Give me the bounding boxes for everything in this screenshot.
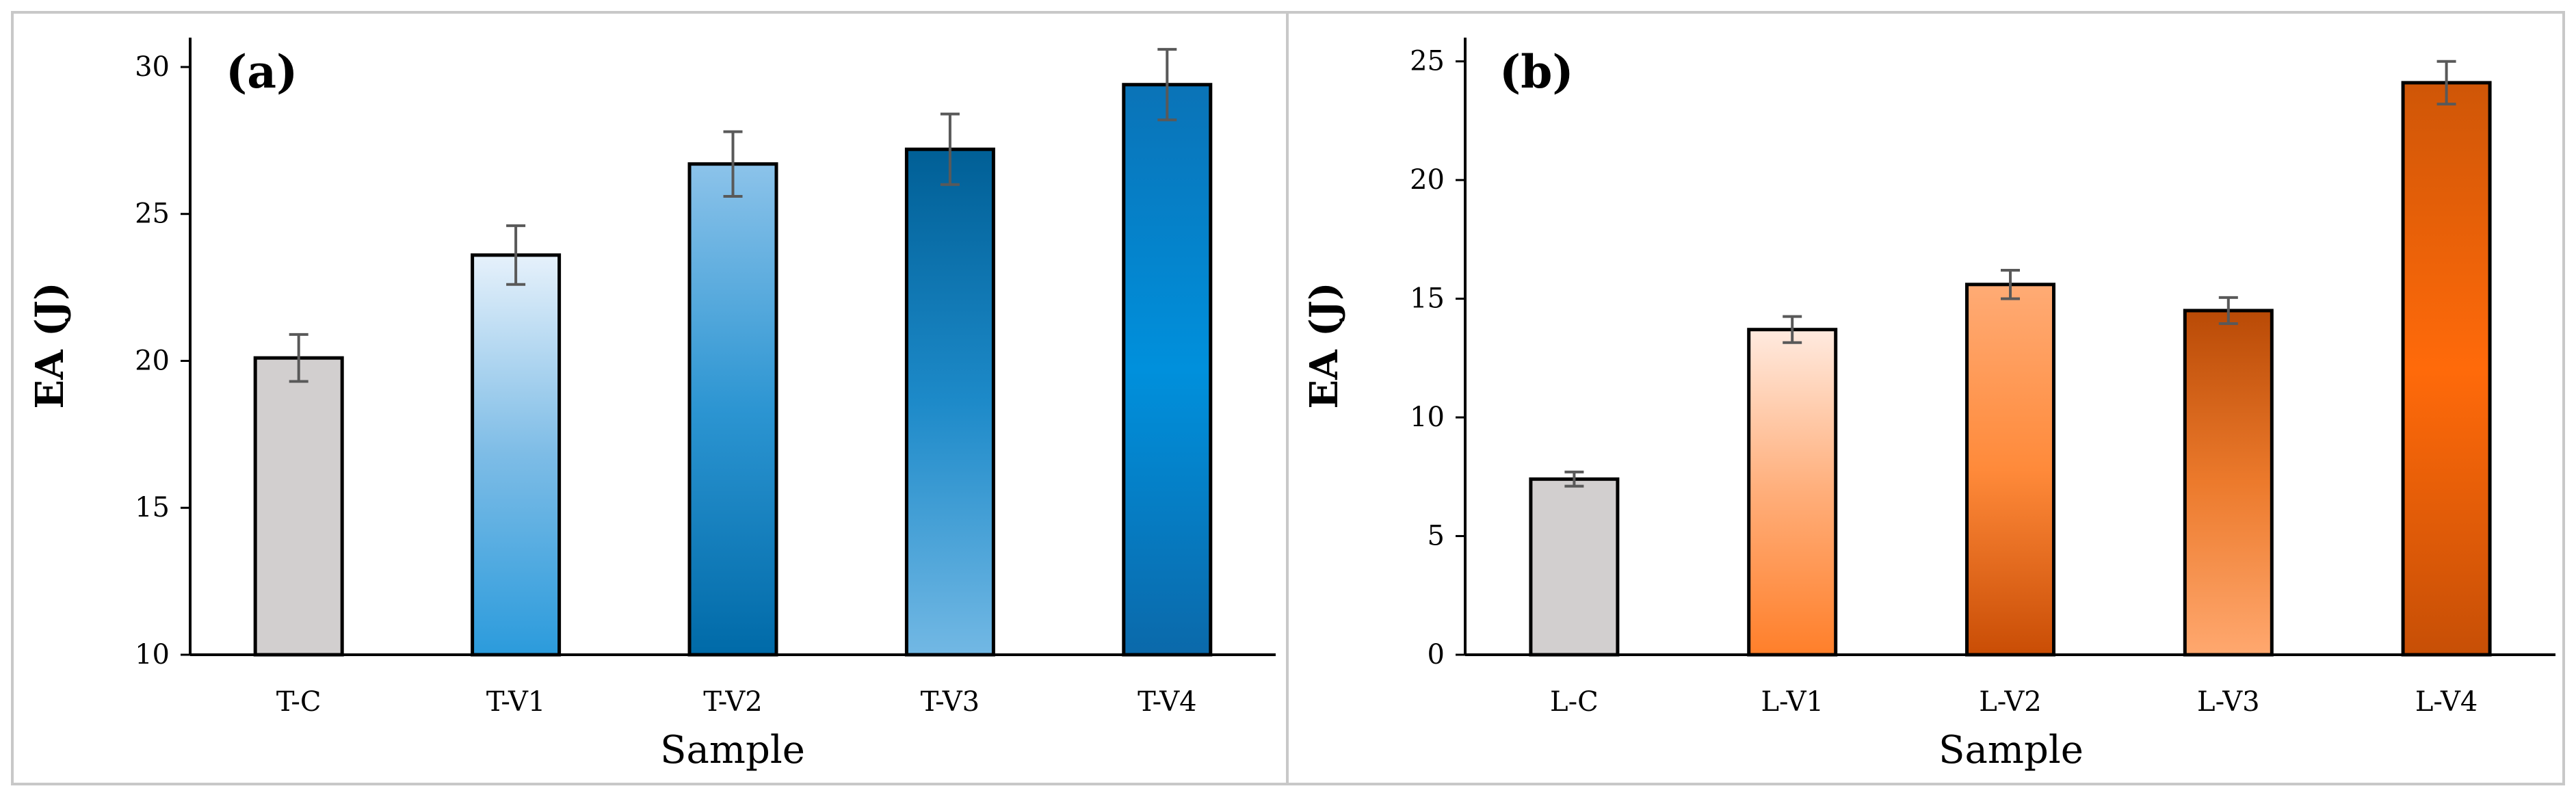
panel-a-y-tick-label: 30 bbox=[135, 51, 170, 83]
panel-b-x-tick-label: L-V2 bbox=[1979, 686, 2042, 718]
panel-a-bar-t-v1 bbox=[471, 253, 562, 657]
panel-a-y-tick-label: 20 bbox=[135, 345, 170, 376]
panel-b-y-tick-label: 0 bbox=[1428, 639, 1445, 670]
panel-a-x-tick-label: T-V1 bbox=[486, 686, 545, 718]
panel-b: 0 5 10 15 20 25 L-C L-V1 L-V2 L-V3 L-V4 (b) EA (J)… bbox=[1286, 11, 2565, 785]
panel-a-bar-t-c bbox=[253, 356, 344, 657]
panel-a-error-bar-t-v1 bbox=[506, 224, 526, 286]
panel-a-y-tick-label: 15 bbox=[135, 492, 170, 523]
panel-b-x-tick-label: L-V3 bbox=[2197, 686, 2260, 718]
panel-a-bar-t-v4 bbox=[1122, 83, 1213, 657]
panel-a-frame bbox=[11, 11, 1289, 785]
panel-b-y-tick-label: 25 bbox=[1410, 46, 1445, 77]
panel-a-y-tick-label: 25 bbox=[135, 198, 170, 230]
panel-a-error-bar-t-v2 bbox=[723, 130, 743, 198]
panel-a-x-axis-title: Sample bbox=[660, 728, 805, 772]
panel-a-error-bar-t-v3 bbox=[940, 112, 960, 186]
panel-b-y-tick-label: 5 bbox=[1428, 521, 1445, 552]
panel-b-x-tick-label: L-V1 bbox=[1761, 686, 1824, 718]
panel-a-error-bar-t-c bbox=[289, 333, 308, 383]
panel-b-bar-l-v3 bbox=[2183, 309, 2274, 657]
panel-b-bar-l-v1 bbox=[1747, 328, 1838, 657]
panel-b-error-bar-l-v3 bbox=[2218, 296, 2238, 326]
panel-b-error-bar-l-v2 bbox=[2001, 268, 2020, 300]
panel-b-bar-l-v4 bbox=[2401, 81, 2492, 657]
panel-b-y-tick-label: 20 bbox=[1410, 164, 1445, 196]
panel-b-x-tick-label: L-C bbox=[1550, 686, 1599, 718]
panel-a: 10 15 20 25 30 T-C T-V1 T-V2 T-V3 T-V4 (a) EA (J)… bbox=[11, 11, 1289, 785]
panel-a-y-tick-label: 10 bbox=[135, 639, 170, 670]
panel-b-y-tick-label: 15 bbox=[1410, 283, 1445, 315]
panel-b-frame bbox=[1286, 11, 2565, 785]
panel-b-x-tick-label: L-V4 bbox=[2415, 686, 2478, 718]
panel-b-bar-l-v2 bbox=[1965, 283, 2055, 657]
panel-b-x-axis-title: Sample bbox=[1938, 728, 2084, 772]
panel-a-x-tick-label: T-V2 bbox=[703, 686, 762, 718]
panel-b-y-tick-label: 10 bbox=[1410, 402, 1445, 433]
panel-b-bar-l-c bbox=[1529, 477, 1620, 657]
panel-b-error-bar-l-v1 bbox=[1783, 315, 1802, 344]
panel-a-bar-t-v2 bbox=[687, 162, 778, 657]
panel-a-error-bar-t-v4 bbox=[1157, 48, 1177, 122]
panel-b-label: (b) bbox=[1499, 45, 1574, 99]
panel-b-y-axis-title: EA (J) bbox=[1302, 282, 1347, 408]
panel-b-plot-area: 0 5 10 15 20 25 L-C L-V1 L-V2 L-V3 L-V4 bbox=[1410, 38, 2555, 718]
panel-a-label: (a) bbox=[226, 45, 298, 99]
panel-a-x-tick-label: T-V3 bbox=[921, 686, 980, 718]
panel-a-plot-area: 10 15 20 25 30 T-C T-V1 T-V2 T-V3 T-V4 bbox=[135, 38, 1276, 718]
panel-a-y-axis-title: EA (J) bbox=[27, 282, 73, 408]
panel-a-x-tick-label: T-C bbox=[276, 686, 321, 718]
panel-a-x-tick-label: T-V4 bbox=[1138, 686, 1196, 718]
panel-a-bar-t-v3 bbox=[904, 147, 995, 657]
panel-b-error-bar-l-v4 bbox=[2436, 60, 2456, 106]
panel-b-error-bar-l-c bbox=[1564, 470, 1584, 488]
